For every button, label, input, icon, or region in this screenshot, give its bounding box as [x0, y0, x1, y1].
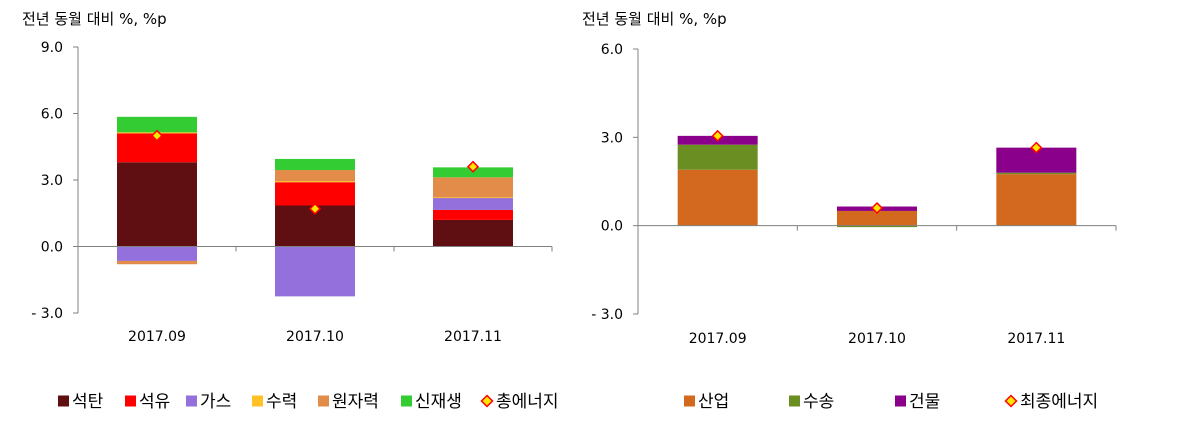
y-tick-label: - 3.0 — [31, 306, 63, 322]
legend-label: 원자력 — [332, 392, 379, 412]
bar-segment — [677, 144, 758, 170]
x-category-label: 2017.10 — [286, 329, 344, 345]
bar-segment — [433, 197, 513, 199]
bar-segment — [837, 210, 917, 226]
y-tick-label: 0.0 — [601, 219, 623, 235]
unit-label: 전년 동월 대비 %, %p — [22, 10, 167, 28]
x-category-label: 2017.10 — [848, 331, 906, 347]
legend-swatch — [186, 395, 197, 407]
total-marker — [150, 129, 164, 142]
legend-label: 신재생 — [415, 392, 462, 412]
legend-swatch — [401, 395, 412, 407]
legend-swatch — [58, 395, 69, 407]
bar-segment — [275, 182, 355, 206]
legend-label: 수송 — [803, 392, 834, 412]
legend-swatch — [789, 395, 800, 407]
bar-segment — [433, 209, 513, 220]
chart-energy-source: 전년 동월 대비 %, %p 9.0 6.0 3.0 0.0 - 3.0 2017.09 2… — [22, 10, 559, 412]
y-tick-label: 6.0 — [41, 107, 63, 123]
unit-label: 전년 동월 대비 %, %p — [582, 10, 727, 28]
legend-swatch — [895, 395, 906, 407]
bar-segment — [433, 197, 513, 210]
legend-label: 가스 — [200, 392, 231, 412]
bar-segment — [996, 172, 1077, 175]
legend-label: 석탄 — [72, 392, 104, 412]
bar-segment — [117, 246, 197, 261]
x-category-label: 2017.09 — [128, 329, 186, 345]
legend-label: 산업 — [698, 392, 729, 412]
y-tick-label: 3.0 — [601, 130, 623, 146]
bar-segment — [275, 181, 355, 183]
y-tick-label: 6.0 — [601, 42, 623, 58]
x-category-label: 2017.09 — [689, 331, 747, 347]
bar-segment — [837, 225, 917, 228]
bar-segment — [677, 169, 758, 226]
bar-segment — [433, 219, 513, 247]
y-tick-label: - 3.0 — [591, 307, 623, 323]
legend-swatch — [125, 395, 136, 407]
legend-swatch — [684, 395, 695, 407]
bar-segment — [996, 174, 1077, 226]
legend-swatch — [318, 395, 329, 407]
bar-segment — [117, 116, 197, 133]
x-category-label: 2017.11 — [444, 329, 502, 345]
y-tick-label: 3.0 — [41, 173, 63, 189]
x-category-label: 2017.11 — [1007, 331, 1065, 347]
bar-segment — [275, 158, 355, 171]
legend-marker — [480, 394, 494, 408]
bar-segment — [275, 246, 355, 297]
bar-segment — [117, 162, 197, 247]
legend-swatch — [252, 395, 263, 407]
legend-marker — [1004, 394, 1018, 408]
legend-label: 수력 — [266, 392, 297, 412]
bar-segment — [275, 170, 355, 182]
y-tick-label: 0.0 — [41, 240, 63, 256]
legend-label: 최종에너지 — [1020, 392, 1098, 412]
bar-segment — [117, 260, 197, 265]
y-tick-label: 9.0 — [41, 40, 63, 56]
total-marker — [466, 160, 480, 173]
legend-label: 총에너지 — [496, 392, 559, 412]
total-marker — [870, 201, 884, 215]
chart-energy-sector: 전년 동월 대비 %, %p 6.0 3.0 0.0 - 3.0 2017.09 2017… — [582, 10, 1117, 412]
bar-segment — [433, 177, 513, 198]
total-marker — [308, 202, 322, 215]
legend-label: 석유 — [139, 392, 170, 412]
total-marker — [1030, 141, 1043, 154]
total-marker — [711, 129, 724, 142]
legend-label: 건물 — [909, 392, 940, 412]
